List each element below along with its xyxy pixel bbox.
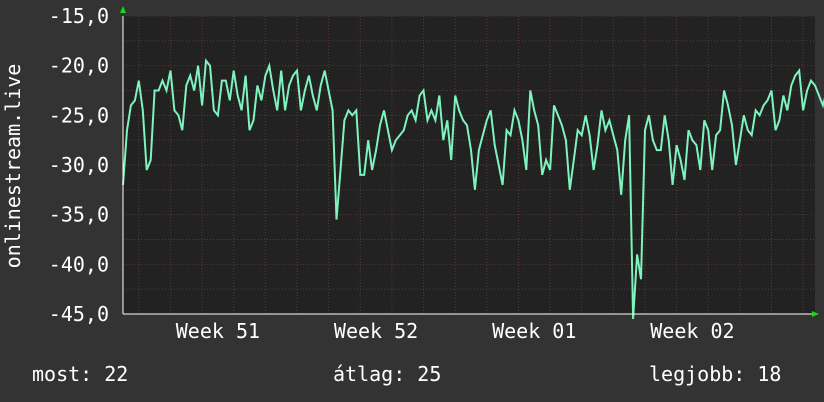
best-value-stat: legjobb: 18 <box>649 362 781 386</box>
x-tick-label: Week 01 <box>492 319 576 343</box>
y-axis-label-container: onlinestream.live <box>0 18 26 314</box>
y-tick-label: -35,0 <box>49 203 109 227</box>
best-value: 18 <box>757 362 782 386</box>
x-tick-label: Week 51 <box>176 319 260 343</box>
x-axis-arrow-icon <box>812 311 819 317</box>
average-label: átlag: <box>333 362 406 386</box>
y-tick-label: -15,0 <box>49 4 109 28</box>
y-tick-label: -45,0 <box>49 302 109 326</box>
y-tick-label: -40,0 <box>49 252 109 276</box>
best-label: legjobb: <box>649 362 746 386</box>
y-axis-label: onlinestream.live <box>1 63 25 269</box>
series-line <box>122 58 824 320</box>
current-value-stat: most: 22 <box>32 362 128 386</box>
x-tick-label: Week 52 <box>334 319 418 343</box>
average-value: 25 <box>417 362 442 386</box>
line-chart: -45,0 -40,0 -35,0 -30,0 -25,0 -20,0 -15,0 Week… <box>49 4 824 343</box>
average-value-stat: átlag: 25 <box>333 362 441 386</box>
y-tick-label: -30,0 <box>49 153 109 177</box>
current-value: 22 <box>104 362 129 386</box>
y-tick-label: -20,0 <box>49 54 109 78</box>
y-tick-labels: -45,0 -40,0 -35,0 -30,0 -25,0 -20,0 -15,0 <box>49 4 109 326</box>
x-tick-labels: Week 51 Week 52 Week 01 Week 02 <box>176 319 735 343</box>
current-label: most: <box>32 362 93 386</box>
x-tick-label: Week 02 <box>650 319 734 343</box>
y-tick-label: -25,0 <box>49 103 109 127</box>
y-axis-arrow-icon <box>120 6 126 13</box>
